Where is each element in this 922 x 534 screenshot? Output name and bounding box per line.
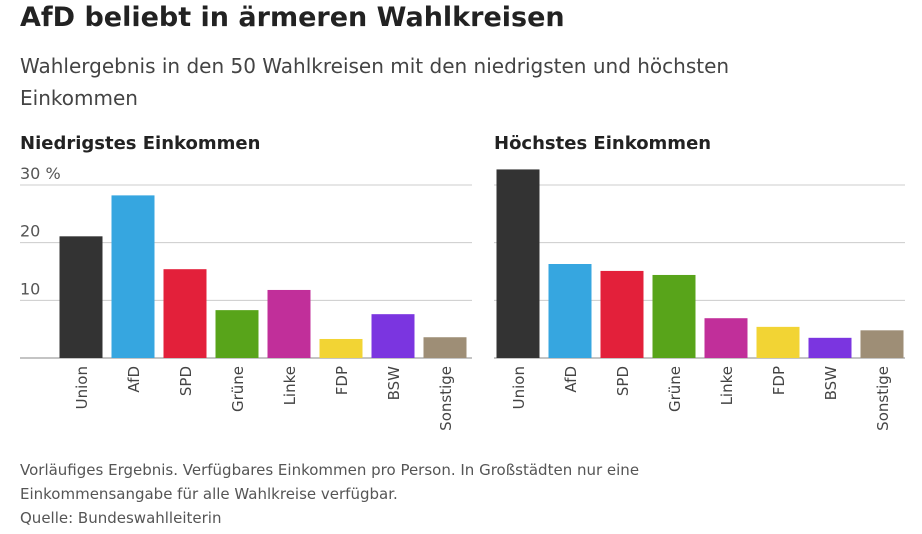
- subtitle: Wahlergebnis in den 50 Wahlkreisen mit d…: [20, 54, 730, 110]
- chart-title: Höchstes Einkommen: [494, 133, 711, 154]
- x-tick-label: BSW: [822, 366, 840, 401]
- notes: Vorläufiges Ergebnis. Verfügbares Einkom…: [20, 458, 760, 530]
- x-tick-label: SPD: [177, 366, 195, 396]
- x-tick-label: SPD: [614, 366, 632, 396]
- x-tick-label: FDP: [333, 366, 351, 395]
- bar: [59, 236, 103, 358]
- x-tick-label: Grüne: [229, 366, 247, 412]
- bar: [215, 310, 259, 358]
- bar: [423, 337, 467, 358]
- bar: [860, 330, 904, 358]
- x-tick-label: Union: [73, 366, 91, 409]
- title: AfD beliebt in ärmeren Wahlkreisen: [20, 2, 565, 33]
- x-tick-label: Sonstige: [437, 366, 455, 431]
- bar: [111, 195, 155, 358]
- x-tick-label: AfD: [562, 366, 580, 393]
- bar: [756, 326, 800, 358]
- x-tick-label: Union: [510, 366, 528, 409]
- x-tick-label: Sonstige: [874, 366, 892, 431]
- y-tick-label: 30 %: [20, 164, 61, 183]
- x-tick-label: Linke: [718, 366, 736, 405]
- bar: [267, 289, 311, 358]
- x-tick-label: Grüne: [666, 366, 684, 412]
- note: Vorläufiges Ergebnis. Verfügbares Einkom…: [20, 461, 640, 503]
- x-tick-label: BSW: [385, 366, 403, 401]
- chart-title: Niedrigstes Einkommen: [20, 133, 260, 154]
- bar: [704, 318, 748, 358]
- bar: [319, 338, 363, 358]
- bar: [496, 169, 540, 358]
- bar: [808, 337, 852, 358]
- bar: [163, 269, 207, 358]
- bar: [548, 264, 592, 358]
- y-tick-label: 10: [20, 279, 40, 298]
- bar: [652, 274, 696, 358]
- bar: [600, 270, 644, 358]
- note: Quelle: Bundeswahlleiterin: [20, 509, 222, 527]
- y-tick-label: 20: [20, 222, 40, 241]
- bar: [371, 314, 415, 358]
- x-tick-label: FDP: [770, 366, 788, 395]
- x-tick-label: Linke: [281, 366, 299, 405]
- x-tick-label: AfD: [125, 366, 143, 393]
